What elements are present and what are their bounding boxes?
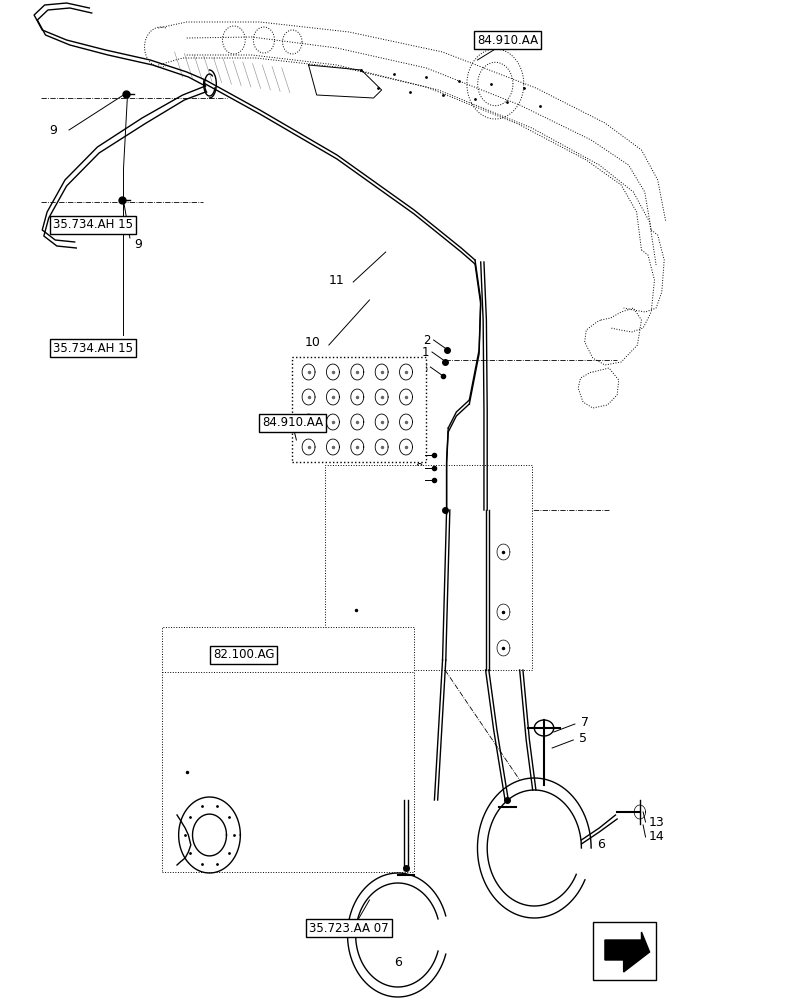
Text: 9: 9 [134,238,142,251]
Text: 4: 4 [414,474,422,487]
Text: 35.723.AA 07: 35.723.AA 07 [309,922,388,934]
Text: 35.734.AH 15: 35.734.AH 15 [54,219,133,232]
Text: 5: 5 [578,732,586,744]
Text: 35.734.AH 15: 35.734.AH 15 [54,342,133,355]
Text: 14: 14 [647,830,663,844]
Text: 7: 7 [580,716,588,728]
Text: 8: 8 [414,462,422,475]
Text: 3: 3 [419,361,427,374]
Text: 9: 9 [49,123,57,136]
Text: 12: 12 [407,448,422,462]
Bar [162,627,414,872]
Text: 6: 6 [596,838,604,852]
Text: 82.100.AG: 82.100.AG [212,648,274,662]
Bar [592,922,655,980]
Text: 84.910.AA: 84.910.AA [261,416,323,430]
Text: 2: 2 [423,334,430,347]
Text: 10: 10 [304,336,320,349]
Bar [324,465,531,670]
Text: 84.910.AA: 84.910.AA [476,33,538,46]
Text: 13: 13 [647,816,663,828]
Text: 11: 11 [328,273,345,286]
Text: 6: 6 [393,956,401,968]
Polygon shape [604,932,649,972]
Text: 1: 1 [421,346,428,359]
Bar [292,357,426,462]
